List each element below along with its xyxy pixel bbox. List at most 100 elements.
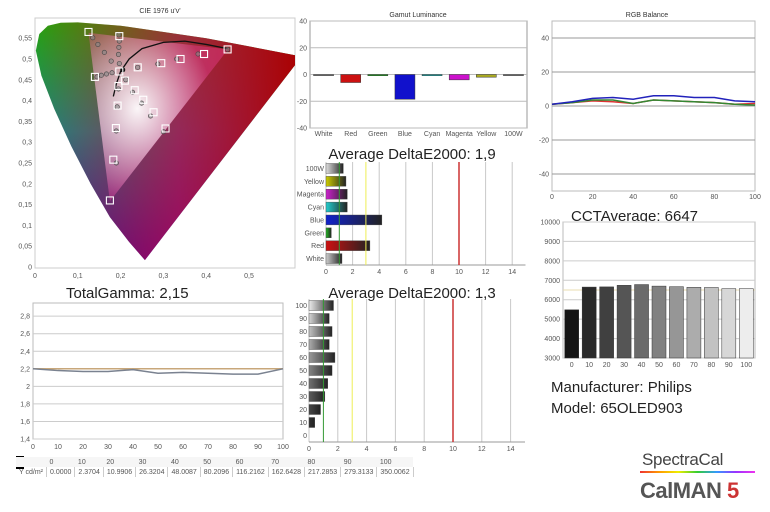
gamut-luminance-bar (367, 74, 389, 76)
gamut-luminance-x-label: 100W (504, 131, 523, 138)
gamut-luminance-y-tick: 20 (299, 45, 307, 52)
deltae-colors-bar (325, 214, 383, 226)
gamma-y-tick: 1,8 (20, 401, 30, 408)
cie-y-tick: 0,1 (22, 223, 32, 230)
rgb-balance-x-tick: 100 (749, 194, 761, 201)
rgb-balance-series-line (551, 95, 756, 106)
deltae-grayscale-x-tick: 6 (393, 446, 397, 453)
cct-bar (669, 286, 684, 359)
cct-y-tick: 5000 (544, 317, 560, 324)
deltae-grayscale-x-tick: 12 (478, 446, 486, 453)
deltae-grayscale-y-label: 60 (299, 355, 307, 362)
target-square (200, 49, 209, 59)
deltae-colors-bar (325, 253, 343, 264)
gamut-luminance-x-label: Yellow (476, 131, 497, 138)
cie-y-tick: 0,55 (18, 36, 32, 43)
deltae-grayscale-bar (308, 404, 321, 415)
deltae-colors-bar (325, 227, 332, 238)
luminance-header-cell: 70 (268, 457, 305, 467)
deltae-grayscale-x-tick: 10 (449, 446, 457, 453)
cct-y-tick: 3000 (544, 356, 560, 363)
deltae-colors-bar (325, 176, 347, 187)
cct-bar (634, 284, 649, 359)
cct-bar (739, 288, 754, 359)
deltae-grayscale-x-tick: 14 (507, 446, 515, 453)
deltae-colors-bar (325, 163, 344, 174)
luminance-value-cell: 80.2096 (200, 467, 234, 477)
target-square (111, 124, 120, 133)
gamma-y-tick: 2 (26, 384, 30, 391)
luminance-header-cell: 30 (135, 457, 168, 467)
deltae-colors-x-tick: 12 (482, 269, 490, 276)
target-square (157, 59, 166, 68)
rgb-balance-x-tick: 80 (711, 194, 719, 201)
gamma-series-line (32, 368, 284, 375)
cie-x-tick: 0,3 (159, 273, 169, 280)
target-square (139, 95, 148, 104)
measured-point (225, 46, 231, 52)
deltae-colors-bar (325, 240, 371, 251)
cie-y-tick: 0,05 (18, 244, 32, 251)
measured-point (108, 58, 114, 64)
cct-bar (651, 285, 667, 359)
gamma-y-tick: 1,4 (20, 437, 30, 444)
luminance-value-cell: 0.0000 (46, 467, 76, 477)
luminance-value-cell: 350.0062 (376, 467, 414, 477)
spectracal-logo-rainbow (640, 471, 755, 473)
cct-bar (564, 309, 579, 359)
cie-y-tick: 0,45 (18, 77, 32, 84)
gamut-triangle-highlight (88, 32, 229, 202)
measured-point (116, 32, 122, 38)
deltae-grayscale-bar (308, 326, 333, 337)
gamut-luminance-bar (476, 74, 497, 78)
target-square (149, 108, 158, 117)
measured-point (115, 86, 121, 92)
rgb-balance-x-tick: 0 (550, 194, 554, 201)
deltae-grayscale-x-tick: 0 (307, 446, 311, 453)
deltae-grayscale-title: Average DeltaE2000: 1,3 (328, 285, 495, 302)
deltae-colors-x-tick: 14 (508, 269, 516, 276)
cct-x-label: 40 (638, 362, 646, 369)
target-square (114, 81, 123, 91)
deltae-grayscale-y-label: 20 (299, 407, 307, 414)
luminance-header-cell: 10 (74, 457, 104, 467)
gamut-luminance-bar (394, 74, 416, 100)
deltae-grayscale-y-label: 0 (303, 433, 307, 440)
measured-point (115, 51, 121, 57)
gamma-x-tick: 50 (154, 444, 162, 451)
target-square (133, 63, 142, 72)
gamut-luminance-bar (448, 74, 470, 81)
measured-point (95, 41, 101, 47)
gamut-luminance-y-tick: 40 (299, 19, 307, 26)
gamma-y-tick: 2,2 (20, 366, 30, 373)
deltae-grayscale-x-tick: 4 (365, 446, 369, 453)
manufacturer-label: Manufacturer: Philips (551, 379, 692, 396)
deltae-colors-y-label: 100W (306, 166, 325, 173)
measured-point (116, 61, 122, 67)
gamma-y-tick: 2,6 (20, 331, 30, 338)
gamma-x-tick: 100 (277, 444, 289, 451)
luminance-header-cell: 60 (232, 457, 269, 467)
target-square (223, 45, 232, 54)
deltae-colors-y-label: Magenta (297, 192, 324, 199)
gamma-y-tick: 2,8 (20, 314, 30, 321)
rgb-balance-y-tick: -20 (539, 138, 549, 145)
cie-x-tick: 0,4 (201, 273, 211, 280)
deltae-grayscale-bar (308, 300, 334, 311)
measured-point (195, 51, 201, 57)
rgb-balance-x-tick: 40 (629, 194, 637, 201)
deltae-colors-y-label: Red (311, 243, 324, 250)
deltae-colors-x-tick: 0 (324, 269, 328, 276)
cct-x-label: 10 (585, 362, 593, 369)
deltae-colors-bar (325, 189, 348, 200)
gamut-luminance-y-tick: -20 (297, 99, 307, 106)
luminance-header-cell: 90 (340, 457, 377, 467)
target-square (176, 54, 185, 64)
luminance-row-label: Y cd/m² (16, 467, 47, 477)
cct-y-tick: 6000 (544, 297, 560, 304)
gamut-luminance-y-tick: 0 (303, 72, 307, 79)
cct-x-label: 20 (603, 362, 611, 369)
gamma-y-tick: 2,4 (20, 349, 30, 356)
gamut-luminance-bar (313, 74, 334, 76)
cie-x-tick: 0,5 (244, 273, 254, 280)
